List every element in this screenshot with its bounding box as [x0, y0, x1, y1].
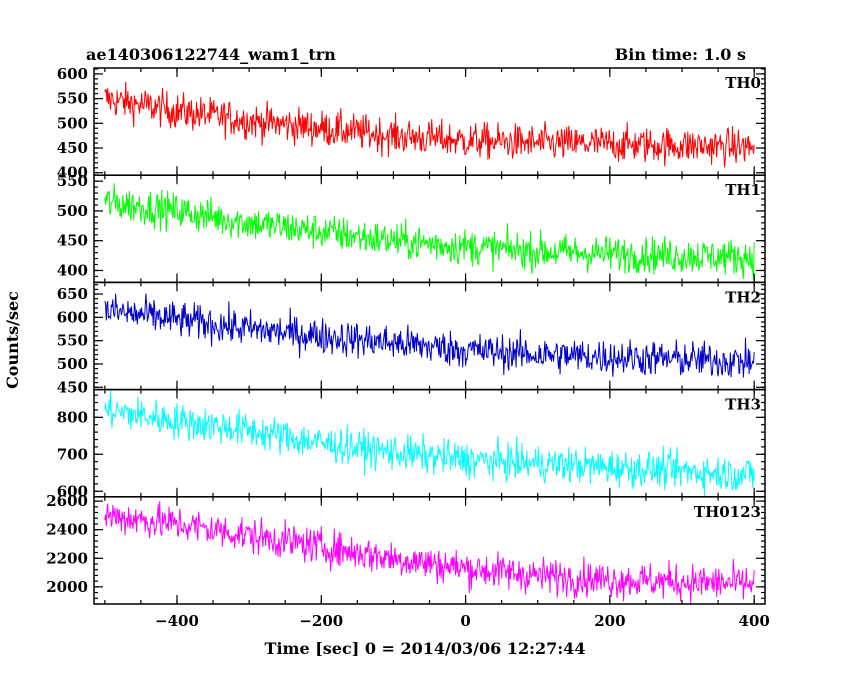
y-tick-label: 700 [57, 445, 88, 463]
series-th1 [104, 183, 755, 280]
panel-frame [93, 281, 766, 391]
y-tick-label: 2600 [46, 492, 88, 510]
y-tick-label: 2200 [46, 549, 88, 567]
y-tick-label: 450 [57, 378, 88, 396]
y-tick-label: 550 [57, 90, 88, 108]
panel-name-label: TH0 [725, 74, 761, 92]
x-tick-label: 200 [594, 612, 625, 630]
x-tick-label: −200 [299, 612, 343, 630]
panel-name-label: TH1 [725, 181, 761, 199]
y-tick-label: 800 [57, 408, 88, 426]
y-tick-label: 400 [57, 261, 88, 279]
series-th2 [104, 293, 755, 378]
y-tick-label: 2000 [46, 578, 88, 596]
x-tick-label: 0 [460, 612, 470, 630]
panel-th1: 400 450 500 550 TH1 [57, 172, 766, 284]
panel-th3: 600 700 800 TH3 [57, 388, 766, 500]
panel-th0: 400 450 500 550 600 TH0 [57, 65, 766, 182]
y-tick-label: 650 [57, 285, 88, 303]
panel-frame [93, 174, 766, 284]
x-axis-label: Time [sec] 0 = 2014/03/06 12:27:44 [265, 639, 586, 658]
y-tick-label: 600 [57, 65, 88, 83]
panel-name-label: TH2 [725, 288, 761, 306]
y-tick-label: 550 [57, 332, 88, 350]
series-th0 [104, 81, 755, 168]
y-tick-label: 600 [57, 308, 88, 326]
panel-name-label: TH0123 [694, 503, 761, 521]
y-tick-label: 2400 [46, 521, 88, 539]
panel-name-label: TH3 [725, 396, 761, 414]
y-tick-label: 500 [57, 202, 88, 220]
series-th0123 [104, 500, 755, 604]
panels-group: 400 450 500 550 600 TH0 400 450 500 550 TH1 450 500 5… [46, 65, 770, 630]
x-tick-label: 400 [739, 612, 770, 630]
chart-title-left: ae140306122744_wam1_trn [86, 45, 336, 64]
y-tick-label: 450 [57, 232, 88, 250]
chart-title-right: Bin time: 1.0 s [615, 45, 746, 64]
y-axis-label: Counts/sec [3, 291, 22, 389]
panel-th0123: 2000 2200 2400 2600 TH0123 [46, 492, 766, 605]
panel-frame [93, 496, 766, 605]
panel-th2: 450 500 550 600 650 TH2 [57, 281, 766, 396]
x-tick-label: −400 [155, 612, 199, 630]
y-tick-label: 450 [57, 139, 88, 157]
y-tick-label: 500 [57, 355, 88, 373]
y-tick-label: 400 [57, 164, 88, 182]
y-tick-label: 550 [57, 172, 88, 190]
series-th3 [104, 389, 755, 497]
y-tick-label: 500 [57, 114, 88, 132]
y-tick-label: 600 [57, 482, 88, 500]
